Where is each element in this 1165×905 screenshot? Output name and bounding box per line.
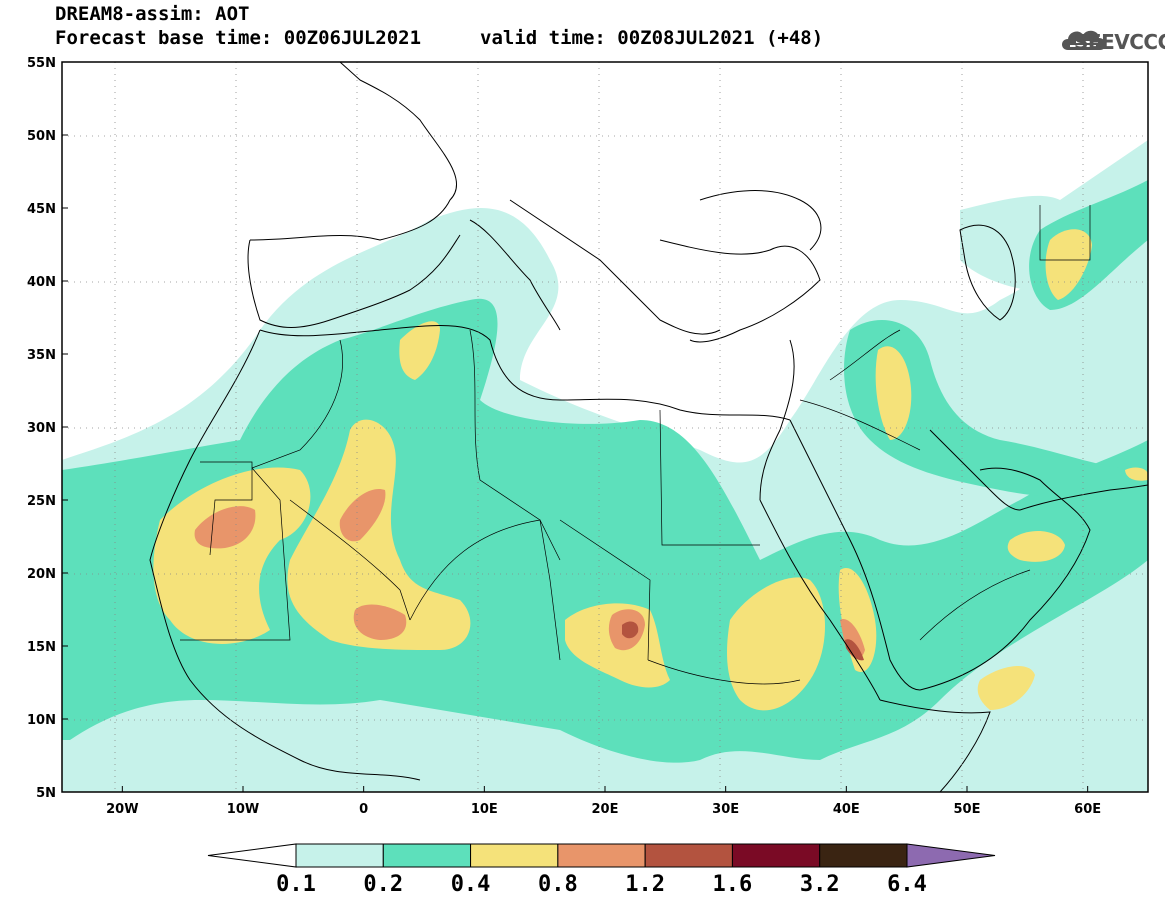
colorbar-under (207, 843, 297, 868)
colorbar-over (906, 843, 996, 868)
colorbar-swatch (644, 843, 733, 868)
border-saudi-yemen (919, 569, 1031, 641)
lon-label: 30E (712, 802, 739, 817)
coast-westafrica (149, 329, 421, 781)
colorbar-swatch (731, 843, 821, 868)
border-saudi-iraq (799, 399, 921, 451)
border-chad-sudan (559, 519, 651, 661)
aot-band-0-4-oman (1007, 530, 1065, 562)
map-title: DREAM8-assim: AOT (55, 3, 250, 25)
border-niger-chad (409, 519, 561, 661)
coast-levant (759, 339, 795, 501)
lon-label: 60E (1074, 802, 1101, 817)
colorbar-swatch (470, 843, 559, 868)
colorbar-label: 0.4 (450, 872, 491, 897)
coast-northafrica (259, 325, 791, 421)
aot-band-1-2-redsea (845, 639, 864, 661)
valid-time: valid time: 00Z08JUL2021 (+48) (480, 27, 824, 49)
lon-label: 10E (471, 802, 498, 817)
colorbar-swatch (557, 843, 646, 868)
aot-band-0-4-sudan (727, 577, 825, 711)
aot-band-0-4-west (153, 467, 311, 644)
colorbar-swatch (295, 843, 384, 868)
aot-band-0-8-mali (353, 604, 407, 640)
colorbar-label: 0.1 (276, 872, 316, 897)
colorbar-label: 6.4 (887, 872, 927, 897)
lon-label: 20E (592, 802, 619, 817)
border-iraq-iran (829, 329, 901, 381)
colorbar-label: 0.2 (363, 872, 404, 897)
border-algeria-libya (469, 329, 561, 561)
colorbar-label: 0.8 (537, 872, 578, 897)
lat-label: 30N (27, 421, 56, 436)
lat-label: 20N (27, 567, 56, 582)
lat-label: 50N (27, 129, 56, 144)
latitude-axis: 55N 50N 45N 40N 35N 30N 25N 20N 15N 10N 5N (27, 56, 68, 801)
lat-label: 40N (27, 275, 56, 290)
forecast-base-time: Forecast base time: 00Z06JUL2021 (55, 27, 422, 49)
aot-band-0-4-central (287, 419, 471, 650)
aot-band-0-4-atlas (399, 321, 440, 380)
aot-band-0-2-iraq (844, 320, 1148, 500)
colorbar-swatch (382, 843, 472, 868)
coast-hornafrica (879, 699, 991, 792)
aot-band-0-2 (62, 298, 1148, 763)
lon-label: 10W (227, 802, 259, 817)
coast-balkans (509, 199, 721, 335)
coast-redsea-west (759, 499, 881, 701)
aot-band-0-4-east (1125, 467, 1148, 481)
border-kazakhstan (1039, 205, 1091, 261)
colorbar-label: 1.2 (625, 872, 666, 897)
coastlines (149, 62, 1148, 792)
lon-label: 40E (833, 802, 860, 817)
lon-label: 50E (954, 802, 981, 817)
aot-field (62, 140, 1148, 792)
coast-italy (469, 219, 561, 331)
border-westsahara (200, 461, 253, 556)
coast-iran (1019, 484, 1148, 511)
logo-text: SEEVCCC (1074, 30, 1165, 54)
lat-label: 55N (27, 56, 56, 71)
coast-iberia (247, 234, 461, 328)
lat-label: 10N (27, 713, 56, 728)
aot-band-1-2-chad (622, 621, 639, 639)
cloud-icon (1062, 30, 1106, 50)
coast-blacksea (699, 190, 822, 251)
border-mauritania (180, 467, 291, 641)
colorbar-label: 3.2 (799, 872, 840, 897)
coast-caspian (959, 224, 1016, 321)
border-algeria-mali (289, 499, 411, 621)
aot-band-0-4-iraq (875, 346, 912, 440)
coast-redsea-east (789, 419, 921, 691)
coast-arabia (919, 467, 1091, 691)
aot-band-0-4-arabiansea (977, 665, 1035, 710)
colorbar-swatch (819, 843, 908, 868)
lat-label: 45N (27, 202, 56, 217)
grid (62, 62, 1148, 792)
border-sudan-southsudan (647, 659, 801, 685)
lat-label: 15N (27, 640, 56, 655)
border-libya-egypt (659, 409, 760, 546)
coast-gulf (929, 429, 1021, 511)
lat-label: 25N (27, 494, 56, 509)
colorbar (207, 843, 996, 868)
aot-band-0-8-central (339, 489, 386, 542)
lon-label: 0 (359, 802, 368, 817)
coast-turkey (659, 239, 821, 343)
border-morocco-algeria (251, 339, 343, 469)
lon-label: 20W (106, 802, 138, 817)
longitude-axis: 20W 10W 0 10E 20E 30E 40E 50E 60E (106, 786, 1101, 817)
lat-label: 5N (36, 786, 56, 801)
coast-europe (249, 62, 457, 241)
lat-label: 35N (27, 348, 56, 363)
aot-band-0-4-aral (1045, 229, 1092, 300)
country-borders (180, 205, 1091, 685)
aot-band-0-8-west (194, 506, 256, 549)
colorbar-label: 1.6 (712, 872, 753, 897)
